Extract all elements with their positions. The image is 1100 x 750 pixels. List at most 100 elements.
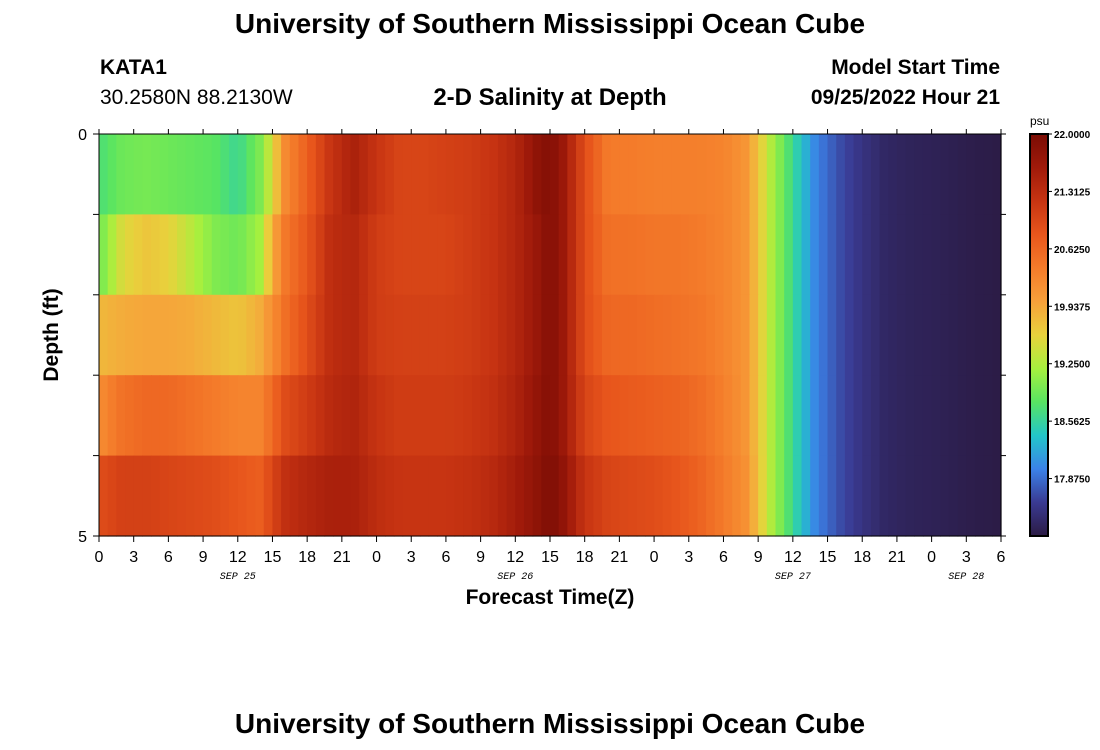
heatmap-cell bbox=[151, 134, 161, 215]
heatmap-cell bbox=[350, 294, 360, 376]
heatmap-cell bbox=[99, 134, 109, 215]
heatmap-cell bbox=[419, 134, 430, 215]
heatmap-cell bbox=[628, 455, 638, 537]
heatmap-cell bbox=[350, 214, 360, 296]
heatmap-cell bbox=[602, 375, 612, 457]
heatmap-cell bbox=[255, 375, 265, 457]
heatmap-cell bbox=[289, 214, 300, 296]
heatmap-cell bbox=[480, 455, 490, 537]
heatmap-cell bbox=[957, 375, 967, 457]
heatmap-cell bbox=[654, 375, 664, 457]
heatmap-cell bbox=[159, 294, 169, 376]
heatmap-cell bbox=[818, 375, 829, 457]
heatmap-cell bbox=[489, 134, 499, 215]
heatmap-cell bbox=[194, 134, 204, 215]
heatmap-cell bbox=[272, 455, 282, 537]
heatmap-cell bbox=[732, 294, 742, 376]
heatmap-cell bbox=[827, 134, 837, 215]
heatmap-cell bbox=[402, 375, 412, 457]
heatmap-cell bbox=[428, 134, 438, 215]
heatmap-cell bbox=[263, 214, 274, 296]
heatmap-cell bbox=[506, 214, 516, 296]
heatmap-cell bbox=[922, 134, 933, 215]
colorbar-tick-label: 22.0000 bbox=[1054, 130, 1091, 141]
heatmap-cell bbox=[758, 294, 768, 376]
heatmap-cell bbox=[281, 455, 291, 537]
x-tick-label: 21 bbox=[333, 549, 351, 566]
heatmap-cell bbox=[333, 134, 343, 215]
heatmap-cell bbox=[359, 134, 369, 215]
heatmap-cell bbox=[523, 375, 534, 457]
heatmap-cell bbox=[341, 134, 352, 215]
heatmap-cell bbox=[168, 455, 178, 537]
heatmap-cell bbox=[203, 134, 213, 215]
heatmap-cell bbox=[810, 294, 820, 376]
heatmap-cell bbox=[411, 294, 421, 376]
date-label: SEP 26 bbox=[497, 572, 533, 583]
heatmap-cell bbox=[818, 455, 829, 537]
heatmap-cell bbox=[116, 375, 126, 457]
heatmap-cell bbox=[671, 134, 681, 215]
heatmap-cell bbox=[367, 375, 378, 457]
x-axis: 0 3 6 9 12 15 18 21 0 3 6 9 12 15 18 21 0 3 6 9 12 15 18 21 0 3 6 S… bbox=[95, 129, 1006, 583]
heatmap-cell bbox=[749, 214, 759, 296]
heatmap-cell bbox=[558, 214, 568, 296]
heatmap-cell bbox=[151, 455, 161, 537]
heatmap-cell bbox=[211, 134, 222, 215]
heatmap-cell bbox=[445, 375, 456, 457]
heatmap-cell bbox=[896, 455, 907, 537]
heatmap-cell bbox=[662, 294, 673, 376]
heatmap-cell bbox=[367, 455, 378, 537]
heatmap-cell bbox=[489, 214, 499, 296]
heatmap-cell bbox=[870, 134, 881, 215]
heatmap-cell bbox=[714, 214, 725, 296]
heatmap-cell bbox=[697, 375, 707, 457]
heatmap-cell bbox=[480, 134, 490, 215]
heatmap-cell bbox=[766, 375, 777, 457]
heatmap-cell bbox=[992, 455, 1002, 537]
colorbar-tick-label: 18.5625 bbox=[1054, 417, 1091, 428]
heatmap-cell bbox=[636, 455, 646, 537]
heatmap-cell bbox=[784, 134, 794, 215]
heatmap-cell bbox=[758, 134, 768, 215]
colorbar-tick-label: 19.9375 bbox=[1054, 302, 1091, 313]
heatmap-cell bbox=[393, 455, 404, 537]
heatmap-cell bbox=[784, 455, 794, 537]
heatmap-cell bbox=[974, 294, 985, 376]
heatmap-cell bbox=[688, 294, 699, 376]
heatmap-cell bbox=[367, 294, 378, 376]
heatmap-cell bbox=[107, 134, 117, 215]
heatmap-cell bbox=[255, 455, 265, 537]
heatmap-cell bbox=[836, 294, 846, 376]
x-tick-label: 6 bbox=[441, 549, 450, 566]
heatmap-cell bbox=[862, 214, 872, 296]
heatmap-cell bbox=[775, 134, 785, 215]
heatmap-cell bbox=[957, 214, 967, 296]
colorbar-unit: psu bbox=[1030, 114, 1049, 128]
heatmap-cell bbox=[784, 294, 794, 376]
heatmap-cell bbox=[680, 294, 690, 376]
heatmap-cell bbox=[463, 214, 473, 296]
heatmap-cell bbox=[827, 294, 837, 376]
heatmap-cell bbox=[714, 294, 725, 376]
heatmap-cell bbox=[229, 214, 239, 296]
colorbar-tick-label: 21.3125 bbox=[1054, 187, 1091, 198]
heatmap-cell bbox=[194, 455, 204, 537]
heatmap-cell bbox=[602, 134, 612, 215]
heatmap-cell bbox=[203, 375, 213, 457]
heatmap-cell bbox=[315, 294, 326, 376]
heatmap-cell bbox=[550, 294, 560, 376]
heatmap-cell bbox=[411, 134, 421, 215]
heatmap-cell bbox=[636, 214, 646, 296]
heatmap-cell bbox=[333, 214, 343, 296]
heatmap-cell bbox=[992, 375, 1002, 457]
heatmap-cell bbox=[142, 375, 152, 457]
heatmap-cell bbox=[229, 294, 239, 376]
heatmap-cell bbox=[419, 294, 430, 376]
heatmap-cell bbox=[515, 375, 525, 457]
heatmap-cell bbox=[584, 214, 594, 296]
heatmap-cell bbox=[125, 134, 135, 215]
heatmap-cell bbox=[610, 294, 620, 376]
heatmap-cell bbox=[116, 294, 126, 376]
heatmap-cell bbox=[532, 134, 542, 215]
